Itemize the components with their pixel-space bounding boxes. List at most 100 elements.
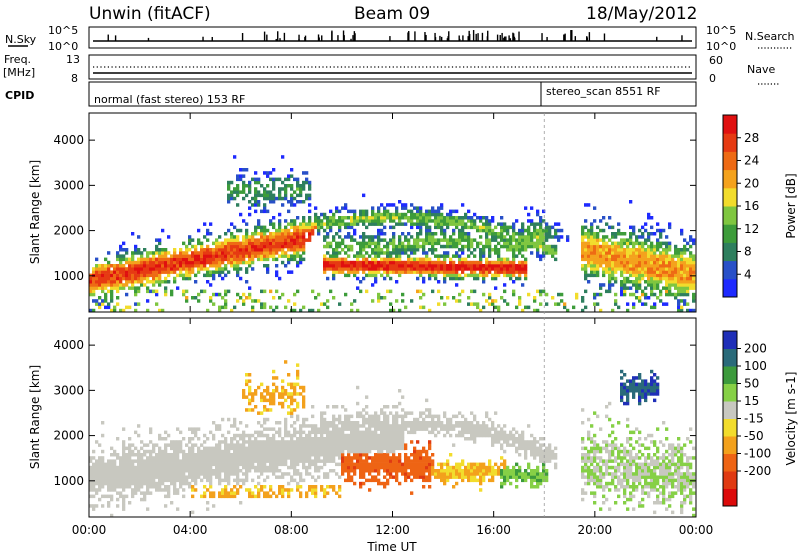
heatmap-cell [137,481,141,486]
heatmap-cell [164,469,168,473]
heatmap-cell [227,430,231,435]
heatmap-cell [218,491,222,495]
heatmap-cell [185,273,189,278]
heatmap-cell [125,283,129,287]
heatmap-cell [389,424,393,428]
heatmap-cell [293,459,297,463]
heatmap-cell [209,456,213,460]
heatmap-cell [407,270,411,274]
heatmap-cell [434,270,438,274]
heatmap-cell [89,289,93,294]
heatmap-cell [362,193,366,198]
heatmap-cell [617,305,621,310]
heatmap-cell [347,248,351,252]
heatmap-cell [389,216,393,220]
heatmap-cell [470,225,474,230]
heatmap-cell [455,264,459,268]
heatmap-cell [311,405,315,409]
heatmap-cell [365,267,369,271]
heatmap-cell [659,270,663,274]
heatmap-cell [254,187,258,191]
heatmap-cell [305,228,309,233]
heatmap-cell [149,491,153,495]
heatmap-cell [419,449,423,454]
heatmap-cell [218,427,222,431]
heatmap-cell [323,437,327,441]
heatmap-cell [281,437,285,441]
heatmap-cell [530,206,534,210]
heatmap-cell [200,289,204,294]
heatmap-cell [437,260,441,265]
heatmap-cell [392,270,396,274]
heatmap-cell [188,267,192,271]
heatmap-cell [443,222,447,226]
heatmap-cell [302,385,306,390]
heatmap-cell [374,440,378,444]
nsky-bar [446,38,449,41]
heatmap-cell [245,440,249,444]
heatmap-cell [116,254,120,258]
heatmap-cell [239,168,243,172]
heatmap-cell [377,219,381,223]
heatmap-cell [650,267,654,271]
heatmap-cell [443,254,447,258]
heatmap-cell [362,437,366,441]
heatmap-cell [326,430,330,435]
heatmap-cell [245,449,249,454]
heatmap-cell [218,257,222,262]
heatmap-cell [395,465,399,470]
heatmap-cell [98,296,102,300]
heatmap-cell [638,280,642,284]
heatmap-cell [407,456,411,460]
heatmap-cell [320,443,324,447]
heatmap-cell [437,254,441,258]
heatmap-cell [164,472,168,476]
heatmap-cell [257,453,261,457]
heatmap-cell [278,459,282,463]
heatmap-cell [377,459,381,463]
heatmap-cell [212,449,216,454]
heatmap-cell [137,273,141,278]
heatmap-cell [515,232,519,236]
heatmap-cell [326,405,330,409]
heatmap-cell [596,292,600,297]
heatmap-cell [377,212,381,217]
heatmap-cell [383,465,387,470]
heatmap-cell [677,251,681,255]
heatmap-cell [134,276,138,281]
heatmap-cell [137,280,141,284]
heatmap-cell [122,488,126,492]
heatmap-cell [308,462,312,467]
heatmap-cell [158,453,162,457]
heatmap-cell [446,273,450,278]
heatmap-cell [449,260,453,265]
heatmap-cell [158,446,162,451]
heatmap-cell [359,248,363,252]
heatmap-cell [650,241,654,246]
heatmap-cell [248,206,252,210]
freq-label: Freq. [4,53,31,66]
heatmap-cell [308,180,312,185]
heatmap-cell [482,264,486,268]
heatmap-cell [347,459,351,463]
heatmap-cell [254,228,258,233]
heatmap-cell [464,225,468,230]
heatmap-cell [137,270,141,274]
heatmap-cell [296,216,300,220]
heatmap-cell [314,488,318,492]
heatmap-cell [221,456,225,460]
heatmap-cell [563,305,567,310]
nsky-bar [570,30,572,41]
heatmap-cell [413,475,417,479]
heatmap-cell [419,456,423,460]
heatmap-cell [692,296,696,300]
heatmap-cell [263,494,267,499]
heatmap-cell [176,267,180,271]
heatmap-cell [341,206,345,210]
heatmap-cell [164,257,168,262]
heatmap-cell [434,216,438,220]
heatmap-cell [344,421,348,425]
heatmap-cell [506,248,510,252]
heatmap-cell [392,241,396,246]
heatmap-cell [401,299,405,303]
